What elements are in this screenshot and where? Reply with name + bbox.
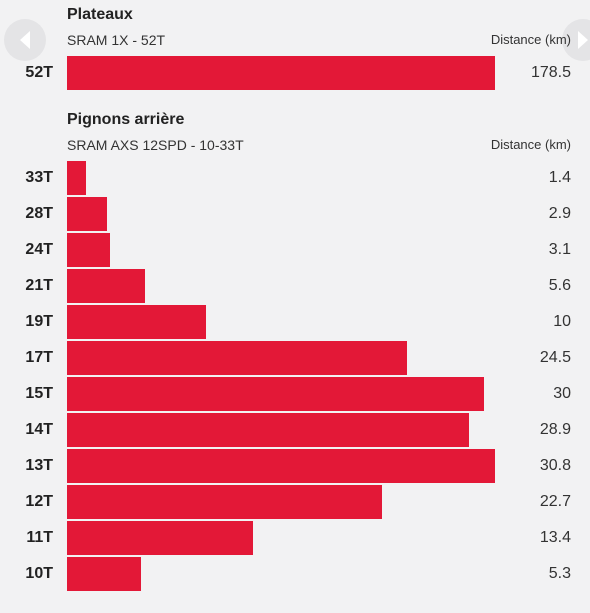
cassette-bar bbox=[67, 269, 145, 303]
cassette-bar bbox=[67, 413, 469, 447]
next-button[interactable] bbox=[562, 19, 590, 61]
cassette-category-label: 15T bbox=[25, 385, 53, 402]
cassette-category-label: 19T bbox=[25, 313, 53, 330]
chainring-bar bbox=[67, 56, 495, 90]
cassette-bar bbox=[67, 197, 107, 231]
cassette-category-label: 28T bbox=[25, 205, 53, 222]
chevron-left-icon bbox=[20, 31, 30, 49]
cassette-category-label: 24T bbox=[25, 241, 53, 258]
cassette-bar bbox=[67, 305, 206, 339]
cassette-value-label: 13.4 bbox=[539, 529, 571, 546]
cassette-bar bbox=[67, 449, 495, 483]
chainring-subtitle: SRAM 1X - 52T bbox=[67, 32, 166, 48]
cassette-category-label: 21T bbox=[25, 277, 53, 294]
cassette-bar bbox=[67, 557, 141, 591]
cassette-category-label: 13T bbox=[25, 457, 53, 474]
cassette-bar bbox=[67, 377, 484, 411]
cassette-category-label: 11T bbox=[26, 529, 53, 546]
previous-button[interactable] bbox=[4, 19, 46, 61]
chainring-section-title: Plateaux bbox=[67, 6, 133, 23]
cassette-value-label: 1.4 bbox=[548, 169, 571, 186]
cassette-category-label: 33T bbox=[25, 169, 53, 186]
cassette-value-label: 22.7 bbox=[539, 493, 571, 510]
cassette-category-label: 14T bbox=[25, 421, 53, 438]
cassette-value-label: 5.6 bbox=[548, 277, 571, 294]
cassette-bar bbox=[67, 521, 253, 555]
cassette-bar bbox=[67, 485, 382, 519]
cassette-value-label: 28.9 bbox=[539, 421, 571, 438]
cassette-value-label: 10 bbox=[553, 313, 571, 330]
cassette-section-title: Pignons arrière bbox=[67, 111, 185, 128]
cassette-value-label: 30 bbox=[553, 385, 571, 402]
cassette-value-label: 3.1 bbox=[548, 241, 571, 258]
cassette-subtitle: SRAM AXS 12SPD - 10-33T bbox=[67, 137, 244, 153]
cassette-value-label: 30.8 bbox=[539, 457, 571, 474]
cassette-unit-label: Distance (km) bbox=[490, 137, 571, 152]
cassette-value-label: 5.3 bbox=[548, 565, 571, 582]
chevron-right-icon bbox=[578, 31, 588, 49]
chainring-value-label: 178.5 bbox=[530, 64, 571, 81]
cassette-category-label: 10T bbox=[25, 565, 53, 582]
cassette-category-label: 17T bbox=[25, 349, 53, 366]
cassette-value-label: 24.5 bbox=[539, 349, 571, 366]
cassette-value-label: 2.9 bbox=[548, 205, 571, 222]
chainring-unit-label: Distance (km) bbox=[490, 32, 571, 47]
cassette-bar bbox=[67, 161, 86, 195]
cassette-category-label: 12T bbox=[25, 493, 53, 510]
cassette-bar bbox=[67, 341, 407, 375]
chainring-category-label: 52T bbox=[25, 64, 53, 81]
cassette-bar bbox=[67, 233, 110, 267]
